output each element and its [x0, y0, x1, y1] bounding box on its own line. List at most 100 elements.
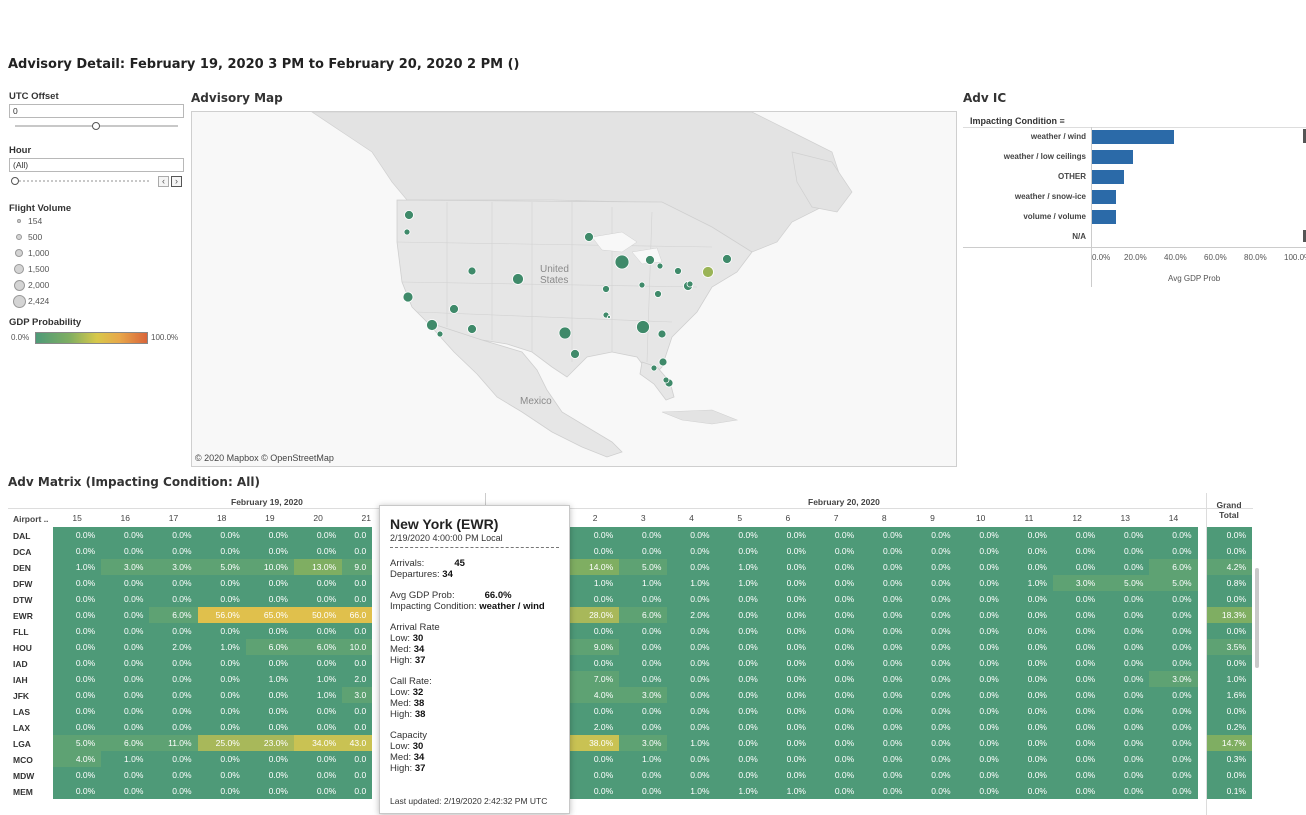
- matrix-cell[interactable]: 0.0%: [1101, 703, 1150, 719]
- matrix-cell[interactable]: 0.0%: [53, 655, 102, 671]
- airport-marker[interactable]: [570, 349, 580, 359]
- airport-marker[interactable]: [686, 280, 694, 288]
- matrix-cell[interactable]: 0.0%: [1101, 607, 1150, 623]
- matrix-cell[interactable]: 0.0%: [1004, 767, 1053, 783]
- matrix-cell[interactable]: 1.0%: [715, 575, 764, 591]
- hour-column-header[interactable]: 21: [361, 513, 372, 523]
- matrix-cell[interactable]: 0.0%: [715, 735, 764, 751]
- matrix-airport-label[interactable]: IAD: [13, 659, 28, 669]
- ic-row-label[interactable]: OTHER: [1058, 172, 1086, 181]
- matrix-airport-label[interactable]: EWR: [13, 611, 33, 621]
- airport-marker[interactable]: [614, 254, 630, 270]
- ic-bar[interactable]: [1092, 210, 1117, 224]
- matrix-cell[interactable]: 0.0%: [908, 767, 957, 783]
- matrix-cell[interactable]: 0.0: [342, 575, 373, 591]
- matrix-cell[interactable]: 1.0%: [1206, 671, 1252, 687]
- matrix-cell[interactable]: 0.0%: [715, 543, 764, 559]
- matrix-cell[interactable]: 0.0%: [53, 575, 102, 591]
- matrix-cell[interactable]: 0.0%: [860, 687, 909, 703]
- matrix-cell[interactable]: 0.0%: [860, 655, 909, 671]
- matrix-cell[interactable]: 0.0%: [197, 543, 246, 559]
- matrix-cell[interactable]: 0.0%: [715, 591, 764, 607]
- matrix-cell[interactable]: 0.0%: [812, 607, 861, 623]
- matrix-cell[interactable]: 0.0%: [197, 687, 246, 703]
- matrix-cell[interactable]: 0.0%: [1101, 671, 1150, 687]
- matrix-cell[interactable]: 0.0%: [53, 623, 102, 639]
- ic-bar[interactable]: [1092, 170, 1124, 184]
- hour-column-header[interactable]: 11: [1024, 513, 1034, 523]
- matrix-cell[interactable]: 0.0%: [763, 735, 812, 751]
- matrix-cell[interactable]: 0.0%: [908, 751, 957, 767]
- matrix-cell[interactable]: 0.0%: [1053, 671, 1102, 687]
- matrix-cell[interactable]: 0.0%: [763, 543, 812, 559]
- matrix-cell[interactable]: 0.0%: [812, 591, 861, 607]
- matrix-cell[interactable]: 0.0%: [860, 751, 909, 767]
- airport-marker[interactable]: [436, 330, 444, 338]
- matrix-cell[interactable]: 10.0: [342, 639, 373, 655]
- matrix-cell[interactable]: 0.0%: [763, 623, 812, 639]
- matrix-cell[interactable]: 0.0%: [53, 607, 102, 623]
- hour-column-header[interactable]: 5: [737, 513, 743, 523]
- airport-marker[interactable]: [658, 357, 668, 367]
- matrix-cell[interactable]: 0.0%: [53, 783, 102, 799]
- matrix-cell[interactable]: 0.0%: [860, 575, 909, 591]
- matrix-airport-label[interactable]: HOU: [13, 643, 32, 653]
- matrix-cell[interactable]: 0.0%: [1004, 623, 1053, 639]
- matrix-cell[interactable]: 0.0%: [812, 543, 861, 559]
- matrix-cell[interactable]: 0.0%: [245, 543, 294, 559]
- matrix-cell[interactable]: 0.0%: [667, 703, 716, 719]
- hour-prev-button[interactable]: ‹: [158, 176, 169, 187]
- matrix-cell[interactable]: 0.0%: [53, 703, 102, 719]
- matrix-cell[interactable]: 0.0%: [763, 655, 812, 671]
- matrix-cell[interactable]: 0.0%: [1101, 527, 1150, 543]
- matrix-cell[interactable]: 0.0%: [149, 703, 198, 719]
- matrix-cell[interactable]: 0.0%: [619, 591, 668, 607]
- matrix-cell[interactable]: 0.0%: [715, 671, 764, 687]
- matrix-cell[interactable]: 0.0%: [1004, 655, 1053, 671]
- matrix-cell[interactable]: 0.0%: [1004, 703, 1053, 719]
- matrix-cell[interactable]: 2.0: [342, 671, 373, 687]
- matrix-cell[interactable]: 5.0%: [1149, 575, 1198, 591]
- matrix-cell[interactable]: 0.0%: [812, 623, 861, 639]
- matrix-scrollbar[interactable]: [1255, 568, 1259, 668]
- matrix-cell[interactable]: 0.0%: [294, 703, 343, 719]
- matrix-cell[interactable]: 0.0%: [294, 751, 343, 767]
- matrix-cell[interactable]: 0.0%: [956, 703, 1005, 719]
- matrix-cell[interactable]: 0.0%: [812, 575, 861, 591]
- matrix-airport-label[interactable]: IAH: [13, 675, 28, 685]
- airport-marker[interactable]: [722, 254, 732, 264]
- advisory-map[interactable]: United States Mexico: [191, 111, 957, 467]
- matrix-cell[interactable]: 0.0%: [956, 575, 1005, 591]
- matrix-cell[interactable]: 0.0%: [860, 559, 909, 575]
- matrix-cell[interactable]: 0.0%: [908, 703, 957, 719]
- matrix-cell[interactable]: 0.0%: [956, 639, 1005, 655]
- matrix-cell[interactable]: 0.0%: [812, 559, 861, 575]
- matrix-cell[interactable]: 0.0%: [763, 639, 812, 655]
- matrix-cell[interactable]: 0.0%: [1053, 527, 1102, 543]
- matrix-cell[interactable]: 0.0%: [715, 607, 764, 623]
- matrix-cell[interactable]: 0.0%: [715, 687, 764, 703]
- matrix-cell[interactable]: 0.0%: [715, 751, 764, 767]
- matrix-cell[interactable]: 1.0%: [667, 735, 716, 751]
- matrix-cell[interactable]: 6.0%: [101, 735, 150, 751]
- matrix-cell[interactable]: 0.0%: [1053, 559, 1102, 575]
- matrix-cell[interactable]: 14.7%: [1206, 735, 1252, 751]
- matrix-cell[interactable]: 0.0%: [1149, 655, 1198, 671]
- matrix-cell[interactable]: 0.0%: [197, 671, 246, 687]
- hour-column-header[interactable]: 7: [833, 513, 839, 523]
- matrix-cell[interactable]: 0.0%: [53, 543, 102, 559]
- matrix-cell[interactable]: 0.0%: [197, 783, 246, 799]
- matrix-cell[interactable]: 0.0%: [860, 735, 909, 751]
- matrix-cell[interactable]: 5.0%: [1101, 575, 1150, 591]
- matrix-cell[interactable]: 0.0%: [667, 559, 716, 575]
- matrix-cell[interactable]: 0.0%: [571, 543, 620, 559]
- matrix-cell[interactable]: 0.0%: [860, 671, 909, 687]
- hour-column-header[interactable]: 4: [689, 513, 694, 523]
- matrix-cell[interactable]: 0.0%: [619, 639, 668, 655]
- matrix-cell[interactable]: 0.0%: [197, 719, 246, 735]
- map-credit[interactable]: © 2020 Mapbox © OpenStreetMap: [195, 453, 334, 463]
- matrix-cell[interactable]: 1.0%: [101, 751, 150, 767]
- matrix-cell[interactable]: 0.0%: [245, 783, 294, 799]
- matrix-cell[interactable]: 0.0%: [812, 767, 861, 783]
- hour-slider-thumb[interactable]: [11, 177, 19, 185]
